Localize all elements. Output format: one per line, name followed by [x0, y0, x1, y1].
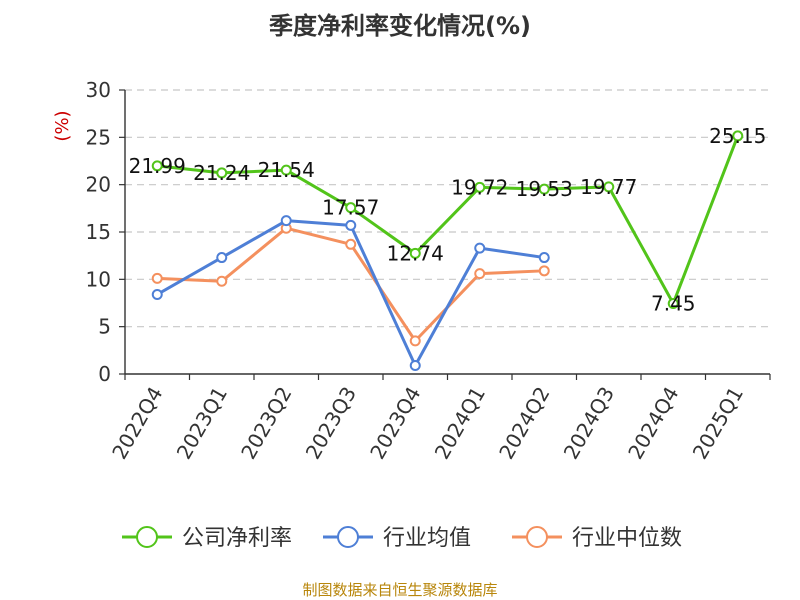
data-point — [603, 181, 615, 193]
series-layer — [151, 130, 744, 371]
legend-label: 行业中位数 — [572, 526, 682, 551]
y-tick-label: 0 — [98, 362, 111, 386]
legend: 公司净利率 行业均值 行业中位数 — [122, 526, 682, 551]
data-label: 12.74 — [387, 241, 444, 265]
data-point — [538, 265, 550, 277]
legend-swatch-marker — [136, 526, 158, 548]
data-label: 21.99 — [129, 154, 186, 178]
chart-title: 季度净利率变化情况(%) — [269, 12, 531, 40]
x-tick-label: 2024Q3 — [559, 383, 619, 464]
data-point — [345, 219, 357, 231]
legend-swatch-marker — [526, 526, 548, 548]
series-0 — [151, 130, 744, 309]
data-point — [474, 268, 486, 280]
data-point — [474, 181, 486, 193]
y-tick-label: 10 — [86, 267, 111, 291]
x-tick-label: 2023Q3 — [301, 383, 361, 464]
legend-item-0: 公司净利率 — [122, 526, 292, 551]
legend-label: 行业均值 — [383, 526, 471, 551]
legend-item-1: 行业均值 — [323, 526, 471, 551]
data-labels: 21.99 21.24 21.54 17.57 12.74 19.72 19.53 19.77… — [129, 124, 767, 316]
data-point — [280, 215, 292, 227]
data-point — [538, 183, 550, 195]
data-point — [216, 252, 228, 264]
data-label: 19.72 — [451, 175, 508, 199]
y-tick-label: 25 — [86, 125, 111, 149]
data-point — [345, 202, 357, 214]
y-tick-label: 20 — [86, 173, 111, 197]
y-tick-label: 15 — [86, 220, 111, 244]
legend-item-2: 行业中位数 — [512, 526, 682, 551]
x-tick-label: 2023Q4 — [365, 383, 425, 464]
data-label: 21.24 — [193, 161, 250, 185]
data-point — [732, 130, 744, 142]
data-label: 25.15 — [709, 124, 766, 148]
data-point — [409, 359, 421, 371]
legend-label: 公司净利率 — [182, 526, 292, 551]
data-point — [409, 247, 421, 259]
data-point — [216, 275, 228, 287]
data-label: 17.57 — [322, 196, 379, 220]
y-tick-label: 30 — [86, 78, 111, 102]
y-axis-unit-label: (%) — [52, 110, 73, 141]
data-point — [151, 160, 163, 172]
series-1 — [151, 215, 550, 371]
axes: 0 5 10 15 20 25 30 2022Q4 2023Q1 2023Q2 2023Q3 2023… — [86, 78, 771, 464]
y-tick-label: 5 — [98, 315, 111, 339]
data-point — [151, 288, 163, 300]
data-point — [345, 238, 357, 250]
data-point — [538, 252, 550, 264]
x-tick-label: 2024Q4 — [623, 383, 683, 464]
data-point — [409, 335, 421, 347]
x-tick-label: 2025Q1 — [688, 383, 748, 464]
data-point — [280, 164, 292, 176]
data-label: 19.53 — [516, 177, 573, 201]
series-2 — [151, 222, 550, 347]
data-label: 21.54 — [258, 158, 315, 182]
x-tick-label: 2024Q2 — [494, 383, 554, 464]
data-point — [216, 167, 228, 179]
data-point — [151, 272, 163, 284]
x-tick-label: 2023Q1 — [172, 383, 232, 464]
data-label: 7.45 — [651, 291, 696, 315]
x-tick-label: 2024Q1 — [430, 383, 490, 464]
x-tick-label: 2023Q2 — [236, 383, 296, 464]
series-line — [157, 135, 740, 305]
data-point — [667, 297, 679, 309]
data-source-note: 制图数据来自恒生聚源数据库 — [302, 581, 497, 599]
x-tick-label: 2022Q4 — [107, 383, 167, 464]
data-label: 19.77 — [580, 175, 637, 199]
legend-swatch-marker — [337, 526, 359, 548]
data-point — [474, 242, 486, 254]
